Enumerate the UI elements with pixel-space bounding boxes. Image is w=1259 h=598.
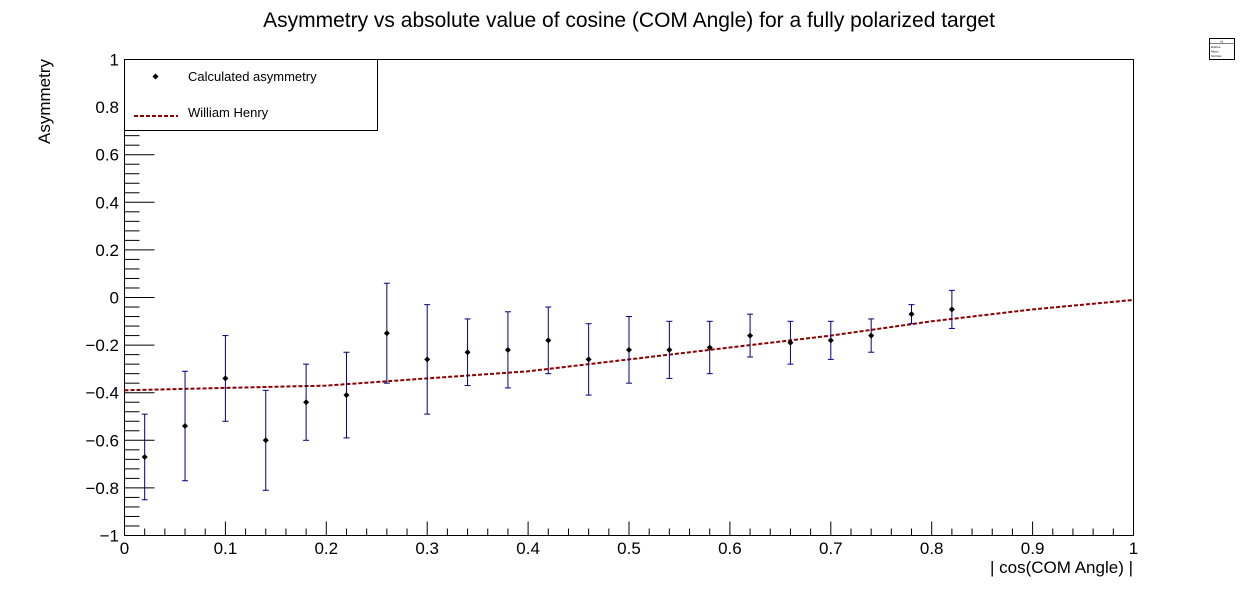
x-tick-labels: 0 0.1 0.2 0.3 0.4 0.5 0.6 0.7 0.8 0.9 1 — [120, 539, 1138, 558]
y-axis-label: Asymmetry — [35, 59, 54, 145]
data-point — [424, 356, 431, 363]
legend-box — [124, 59, 378, 131]
x-tick-label: 0.6 — [718, 539, 742, 558]
data-point — [504, 346, 511, 353]
stats-box-mean: Mean — [1211, 50, 1219, 54]
data-point — [585, 356, 592, 363]
legend-marker-calculated-asymmetry — [152, 73, 159, 80]
data-point — [545, 337, 552, 344]
x-tick-label: 0.9 — [1021, 539, 1045, 558]
y-tick-label: −1 — [100, 527, 119, 546]
data-point — [222, 375, 229, 382]
x-tick-label: 0.2 — [314, 539, 338, 558]
data-point — [666, 346, 673, 353]
x-tick-label: 0.8 — [920, 539, 944, 558]
y-tick-label: 0.8 — [95, 98, 119, 117]
stats-box: h1 Entries Mean Std Dev — [1209, 38, 1235, 60]
x-axis-label: | cos(COM Angle) | — [990, 558, 1133, 577]
y-tick-label: 0.4 — [95, 193, 119, 212]
y-tick-label: −0.4 — [85, 384, 119, 403]
y-tick-label: 0.2 — [95, 241, 119, 260]
stats-box-entries: Entries — [1211, 45, 1221, 49]
data-point — [868, 332, 875, 339]
data-point — [706, 344, 713, 351]
x-tick-label: 0.1 — [214, 539, 238, 558]
x-tick-label: 0.4 — [516, 539, 540, 558]
data-point — [626, 346, 632, 353]
chart-title: Asymmetry vs absolute value of cosine (C… — [263, 9, 995, 32]
data-point — [182, 423, 189, 430]
y-tick-label: 0.6 — [95, 146, 119, 165]
points-layer — [141, 282, 955, 501]
data-point — [303, 399, 310, 406]
y-tick-label: −0.8 — [85, 479, 119, 498]
x-tick-label: 0.7 — [819, 539, 843, 558]
y-tick-labels: −1 −0.8 −0.6 −0.4 −0.2 0 0.2 0.4 0.6 0.8 1 — [85, 51, 119, 546]
y-tick-label: 0 — [110, 289, 119, 308]
y-tick-label: −0.2 — [85, 336, 119, 355]
data-point — [908, 311, 915, 318]
legend: Calculated asymmetry William Henry — [124, 59, 378, 131]
data-point — [343, 392, 350, 399]
data-point — [464, 349, 471, 356]
x-tick-label: 0.5 — [617, 539, 641, 558]
data-point — [383, 330, 390, 337]
data-point — [948, 306, 955, 313]
stats-box-stddev: Std Dev — [1211, 54, 1222, 58]
y-tick-label: −0.6 — [85, 431, 119, 450]
x-tick-label: 1 — [1129, 539, 1138, 558]
x-tick-label: 0.3 — [415, 539, 439, 558]
legend-label-william-henry: William Henry — [188, 105, 269, 120]
stats-box-name: h1 — [1220, 40, 1224, 44]
y-tick-label: 1 — [110, 51, 119, 70]
x-tick-label: 0 — [120, 539, 129, 558]
data-point — [787, 339, 794, 346]
data-point — [827, 337, 834, 344]
data-point — [262, 437, 269, 444]
data-point — [141, 453, 148, 460]
data-point — [747, 332, 754, 339]
legend-label-calculated-asymmetry: Calculated asymmetry — [188, 69, 317, 84]
